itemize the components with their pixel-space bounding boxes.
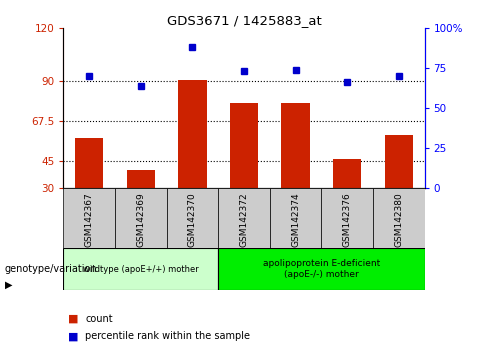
Text: GSM142380: GSM142380: [394, 193, 403, 247]
Text: ▶: ▶: [5, 280, 12, 290]
Text: ■: ■: [68, 314, 79, 324]
Bar: [373, 188, 425, 248]
Text: GSM142372: GSM142372: [240, 193, 248, 247]
Text: GSM142376: GSM142376: [343, 193, 352, 247]
Text: ■: ■: [68, 331, 79, 341]
Text: GSM142374: GSM142374: [291, 193, 300, 247]
Bar: [385, 135, 413, 188]
Bar: [166, 188, 218, 248]
Bar: [218, 188, 270, 248]
Bar: [115, 188, 166, 248]
Bar: [322, 188, 373, 248]
Text: GSM142367: GSM142367: [85, 193, 94, 247]
Bar: [230, 103, 258, 188]
Bar: [333, 159, 362, 188]
Bar: [63, 188, 115, 248]
Bar: [127, 170, 155, 188]
Bar: [63, 248, 218, 290]
Text: GSM142369: GSM142369: [136, 193, 145, 247]
Text: GSM142370: GSM142370: [188, 193, 197, 247]
Text: count: count: [85, 314, 113, 324]
Bar: [75, 138, 103, 188]
Bar: [218, 248, 425, 290]
Text: wildtype (apoE+/+) mother: wildtype (apoE+/+) mother: [83, 264, 199, 274]
Text: genotype/variation: genotype/variation: [5, 264, 98, 274]
Bar: [282, 103, 310, 188]
Text: percentile rank within the sample: percentile rank within the sample: [85, 331, 250, 341]
Title: GDS3671 / 1425883_at: GDS3671 / 1425883_at: [166, 14, 322, 27]
Bar: [178, 80, 206, 188]
Text: apolipoprotein E-deficient
(apoE-/-) mother: apolipoprotein E-deficient (apoE-/-) mot…: [263, 259, 380, 279]
Bar: [270, 188, 322, 248]
